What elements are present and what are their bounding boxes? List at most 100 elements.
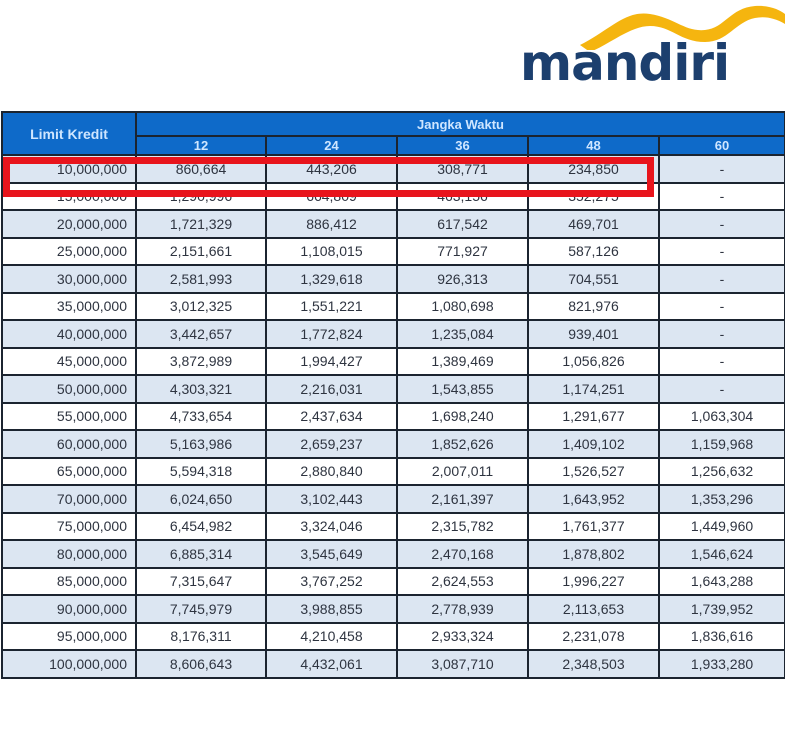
header-jangka-waktu: Jangka Waktu — [134, 111, 785, 137]
cell-installment-48: 1,174,251 — [527, 374, 660, 404]
table-row: 55,000,000 4,733,654 2,437,634 1,698,240 1,2… — [1, 401, 785, 431]
cell-installment-48: 1,526,527 — [527, 456, 660, 486]
table-row: 10,000,000 860,664 443,206 308,771 234,850- — [1, 154, 785, 184]
table-row: 15,000,000 1,290,996 664,809 463,156 352,275… — [1, 181, 785, 211]
cell-installment-36: 2,778,939 — [396, 594, 529, 624]
cell-installment-36: 926,313 — [396, 264, 529, 294]
table-row: 65,000,000 5,594,318 2,880,840 2,007,011 1,5… — [1, 456, 785, 486]
cell-installment-24: 664,809 — [265, 181, 398, 211]
cell-limit: 45,000,000 — [1, 346, 137, 376]
cell-installment-60: 1,256,632 — [657, 456, 785, 486]
table-row: 100,000,000 8,606,643 4,432,061 3,087,710 2,… — [1, 649, 785, 679]
cell-limit: 10,000,000 — [1, 154, 137, 184]
table-row: 50,000,000 4,303,321 2,216,031 1,543,855 1,1… — [1, 374, 785, 404]
cell-installment-24: 2,437,634 — [265, 401, 398, 431]
cell-installment-12: 6,454,982 — [135, 511, 267, 541]
table-row: 30,000,000 2,581,993 1,329,618 926,313 704,5… — [1, 264, 785, 294]
cell-installment-48: 587,126 — [527, 236, 660, 266]
cell-installment-24: 1,772,824 — [265, 319, 398, 349]
cell-installment-48: 704,551 — [527, 264, 660, 294]
cell-installment-12: 4,733,654 — [135, 401, 267, 431]
cell-limit: 20,000,000 — [1, 209, 137, 239]
cell-limit: 90,000,000 — [1, 594, 137, 624]
cell-installment-12: 1,721,329 — [135, 209, 267, 239]
cell-installment-12: 2,151,661 — [135, 236, 267, 266]
table-row: 25,000,000 2,151,661 1,108,015 771,927 587,1… — [1, 236, 785, 266]
cell-installment-12: 7,745,979 — [135, 594, 267, 624]
cell-limit: 85,000,000 — [1, 566, 137, 596]
cell-limit: 60,000,000 — [1, 429, 137, 459]
cell-limit: 35,000,000 — [1, 291, 137, 321]
cell-installment-12: 8,176,311 — [135, 621, 267, 651]
cell-limit: 40,000,000 — [1, 319, 137, 349]
cell-installment-12: 3,872,989 — [135, 346, 267, 376]
header-term-48: 48 — [527, 135, 660, 156]
cell-installment-60: 1,063,304 — [657, 401, 785, 431]
cell-installment-60: 1,546,624 — [657, 539, 785, 569]
header-term-60: 60 — [657, 135, 785, 156]
cell-installment-60: 1,933,280 — [657, 649, 785, 679]
cell-installment-12: 6,024,650 — [135, 484, 267, 514]
cell-installment-60: - — [657, 319, 785, 349]
table-row: 95,000,000 8,176,311 4,210,458 2,933,324 2,2… — [1, 621, 785, 651]
cell-installment-36: 1,698,240 — [396, 401, 529, 431]
cell-installment-60: 1,353,296 — [657, 484, 785, 514]
credit-installment-table: Limit Kredit Jangka Waktu 12 24 36 48 60… — [1, 111, 785, 679]
cell-limit: 65,000,000 — [1, 456, 137, 486]
table-row: 75,000,000 6,454,982 3,324,046 2,315,782 1,7… — [1, 511, 785, 541]
cell-installment-24: 443,206 — [265, 154, 398, 184]
cell-installment-12: 1,290,996 — [135, 181, 267, 211]
cell-installment-36: 771,927 — [396, 236, 529, 266]
cell-installment-24: 886,412 — [265, 209, 398, 239]
header-term-36: 36 — [396, 135, 529, 156]
cell-limit: 15,000,000 — [1, 181, 137, 211]
cell-installment-12: 4,303,321 — [135, 374, 267, 404]
cell-installment-48: 2,348,503 — [527, 649, 660, 679]
cell-installment-12: 6,885,314 — [135, 539, 267, 569]
cell-installment-24: 3,545,649 — [265, 539, 398, 569]
cell-limit: 100,000,000 — [1, 649, 137, 679]
cell-installment-12: 5,594,318 — [135, 456, 267, 486]
cell-installment-24: 1,994,427 — [265, 346, 398, 376]
mandiri-logo: mandiri — [520, 0, 785, 100]
table-row: 90,000,000 7,745,979 3,988,855 2,778,939 2,1… — [1, 594, 785, 624]
cell-limit: 80,000,000 — [1, 539, 137, 569]
cell-limit: 25,000,000 — [1, 236, 137, 266]
cell-installment-24: 1,108,015 — [265, 236, 398, 266]
cell-installment-60: - — [657, 154, 785, 184]
cell-installment-24: 2,659,237 — [265, 429, 398, 459]
cell-limit: 95,000,000 — [1, 621, 137, 651]
cell-installment-36: 2,624,553 — [396, 566, 529, 596]
cell-installment-24: 3,988,855 — [265, 594, 398, 624]
cell-installment-24: 2,880,840 — [265, 456, 398, 486]
cell-installment-48: 352,275 — [527, 181, 660, 211]
cell-installment-48: 939,401 — [527, 319, 660, 349]
cell-installment-60: 1,159,968 — [657, 429, 785, 459]
cell-installment-48: 469,701 — [527, 209, 660, 239]
cell-installment-60: 1,449,960 — [657, 511, 785, 541]
cell-installment-60: - — [657, 236, 785, 266]
cell-installment-60: - — [657, 181, 785, 211]
cell-installment-48: 1,056,826 — [527, 346, 660, 376]
cell-installment-24: 4,432,061 — [265, 649, 398, 679]
cell-installment-48: 2,113,653 — [527, 594, 660, 624]
cell-installment-36: 1,080,698 — [396, 291, 529, 321]
logo-wave-icon — [580, 5, 785, 50]
cell-installment-48: 234,850 — [527, 154, 660, 184]
cell-installment-12: 3,442,657 — [135, 319, 267, 349]
cell-installment-24: 2,216,031 — [265, 374, 398, 404]
cell-installment-36: 308,771 — [396, 154, 529, 184]
cell-installment-36: 1,852,626 — [396, 429, 529, 459]
cell-installment-60: 1,739,952 — [657, 594, 785, 624]
table-row: 85,000,000 7,315,647 3,767,252 2,624,553 1,9… — [1, 566, 785, 596]
table-row: 45,000,000 3,872,989 1,994,427 1,389,469 1,0… — [1, 346, 785, 376]
logo-text: mandiri — [520, 34, 730, 92]
cell-installment-36: 617,542 — [396, 209, 529, 239]
table-row: 70,000,000 6,024,650 3,102,443 2,161,397 1,6… — [1, 484, 785, 514]
table-body: 10,000,000 860,664 443,206 308,771 234,850-1… — [1, 154, 785, 679]
cell-installment-48: 1,761,377 — [527, 511, 660, 541]
cell-installment-12: 5,163,986 — [135, 429, 267, 459]
cell-installment-36: 2,933,324 — [396, 621, 529, 651]
cell-installment-36: 1,389,469 — [396, 346, 529, 376]
cell-limit: 50,000,000 — [1, 374, 137, 404]
